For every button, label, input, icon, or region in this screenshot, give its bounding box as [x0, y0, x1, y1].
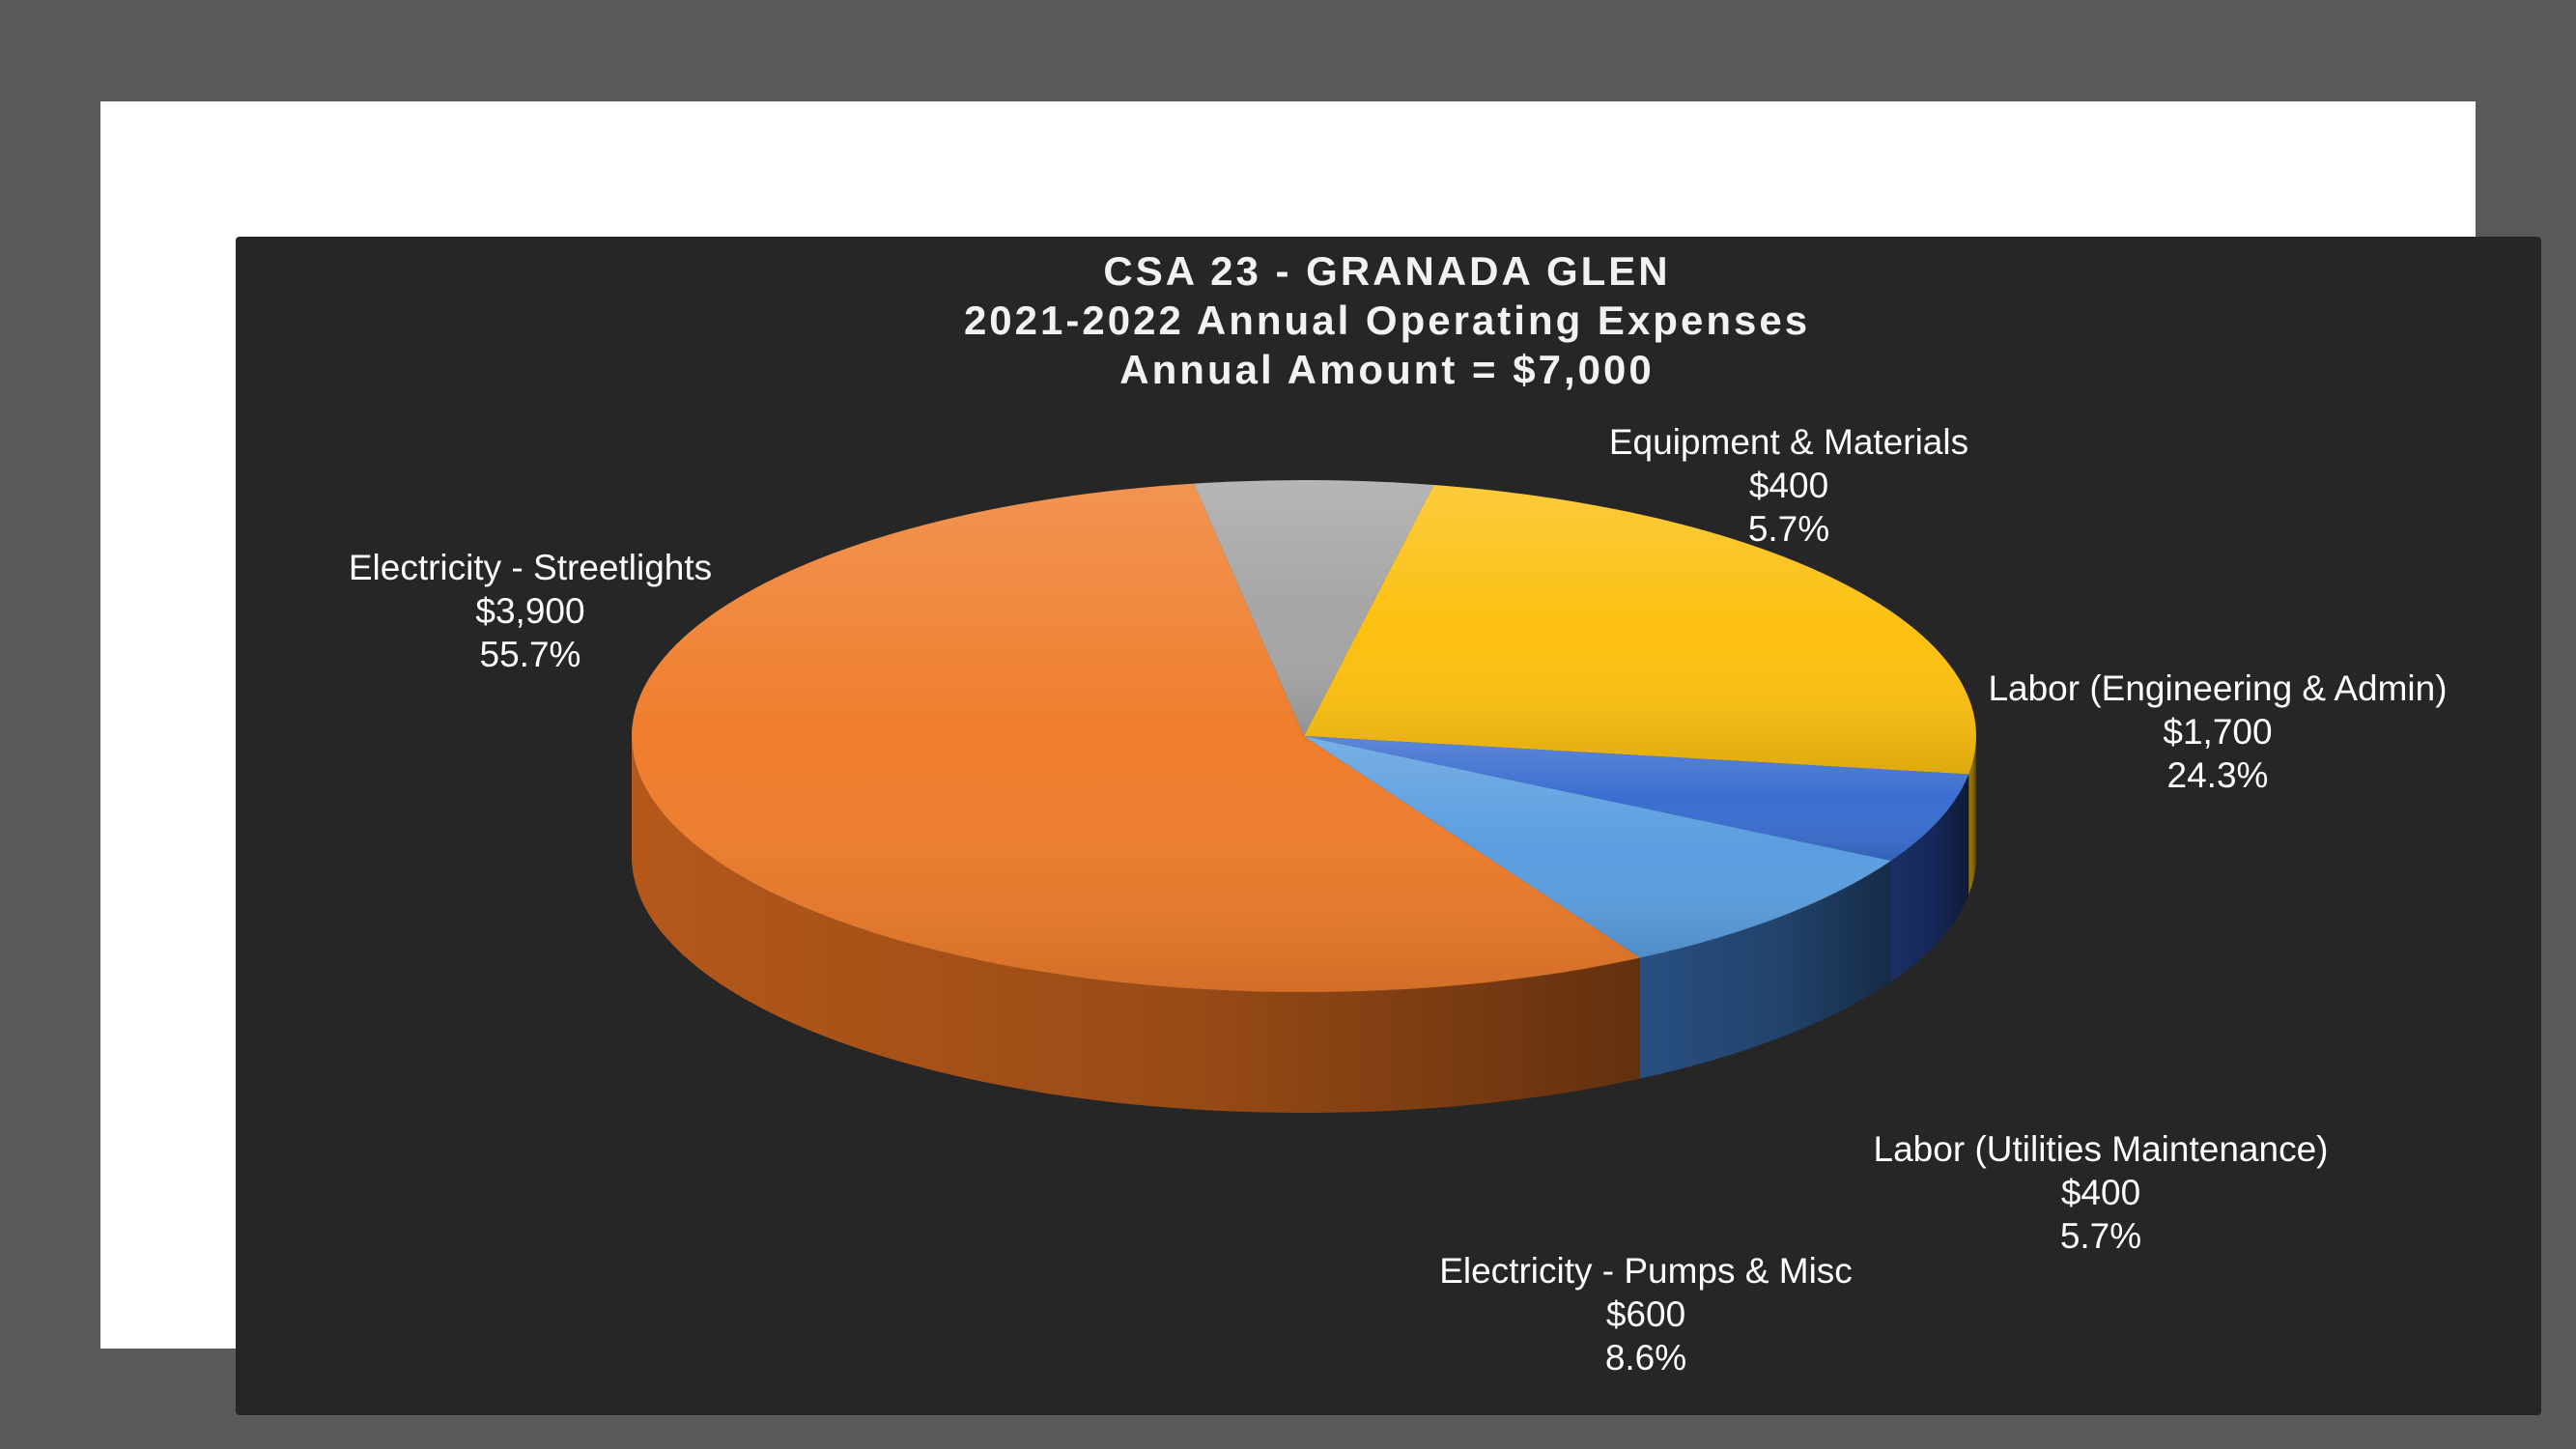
pie-slice-shade-4	[1304, 736, 1891, 958]
chart-title: CSA 23 - GRANADA GLEN 2021-2022 Annual O…	[964, 248, 1810, 392]
pie-side-shade-2	[1968, 736, 1976, 895]
slice-label-3: Labor (Utilities Maintenance)	[1874, 1129, 2329, 1169]
title-line-1: CSA 23 - GRANADA GLEN	[1103, 248, 1670, 294]
slice-value-3: $400	[2061, 1173, 2140, 1212]
pie-slice-shade-1	[1193, 480, 1434, 736]
slice-value-1: $400	[1749, 466, 1828, 505]
pie-slice-shade-2	[1304, 484, 1976, 775]
chart-frame: CSA 23 - GRANADA GLEN 2021-2022 Annual O…	[100, 101, 2541, 1415]
pie-side-shade-3	[1890, 774, 1969, 982]
pie-slice-shade-3	[1304, 736, 1969, 862]
slice-label-0: Electricity - Streetlights	[349, 548, 712, 587]
slice-value-0: $3,900	[475, 591, 584, 631]
slice-percent-3: 5.7%	[2060, 1216, 2141, 1256]
slice-label-2: Labor (Engineering & Admin)	[1988, 668, 2447, 708]
pie-side-shade-4	[1640, 861, 1891, 1079]
slice-value-2: $1,700	[2163, 712, 2272, 752]
slice-label-1: Equipment & Materials	[1609, 422, 1968, 462]
pie-chart: CSA 23 - GRANADA GLEN 2021-2022 Annual O…	[349, 248, 2448, 1378]
slice-percent-2: 24.3%	[2167, 755, 2269, 795]
slice-label-4: Electricity - Pumps & Misc	[1439, 1251, 1853, 1291]
slice-value-4: $600	[1606, 1294, 1685, 1334]
title-line-2: 2021-2022 Annual Operating Expenses	[964, 298, 1810, 343]
chart-area: CSA 23 - GRANADA GLEN 2021-2022 Annual O…	[236, 237, 2541, 1415]
pie-side-shade-0	[632, 736, 1640, 1113]
slice-percent-0: 55.7%	[480, 635, 581, 674]
slice-percent-4: 8.6%	[1605, 1338, 1686, 1378]
pie-slice-shade-0	[631, 483, 1640, 993]
slice-percent-1: 5.7%	[1748, 509, 1829, 549]
title-line-3: Annual Amount = $7,000	[1119, 347, 1654, 392]
